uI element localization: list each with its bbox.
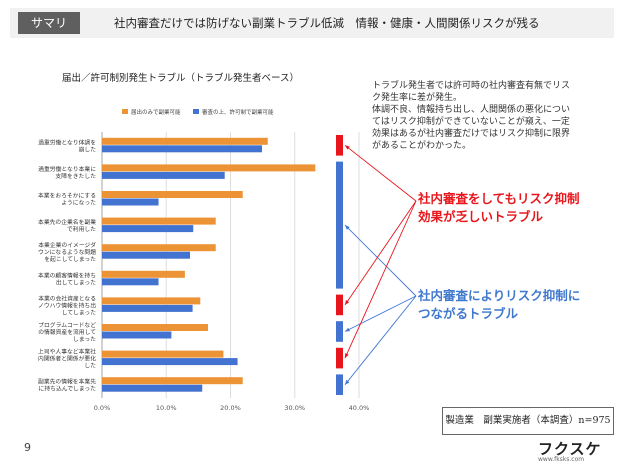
category-label: の情報資産を流用して — [38, 328, 96, 336]
blue-callout-arrow — [344, 295, 417, 385]
blue-indicator-bar — [336, 161, 343, 289]
blue-callout-arrow — [344, 295, 417, 332]
bar — [102, 164, 316, 172]
description-text: トラブル発生者では許可時の社内審査有無でリス ク発生率に差が発生。 体調不良、情… — [372, 80, 612, 152]
red-callout-line: 社内審査をしてもリスク抑制 — [418, 191, 580, 206]
description-line: てはリスク抑制ができていないことが窺え、一定 — [372, 117, 570, 127]
blue-arrow-head — [345, 327, 350, 332]
legend-swatch — [193, 109, 199, 114]
category-label: で利用した — [67, 225, 96, 233]
bar — [102, 304, 193, 312]
category-label: 本業の会社資産となる — [38, 294, 96, 302]
blue-indicator-bar — [336, 374, 343, 395]
category-label: 本業をおろそかにする — [38, 192, 96, 200]
bar — [102, 358, 238, 366]
category-label: ウンになるような問題 — [38, 248, 96, 256]
category-label: ノウハウ情報を持ち出 — [38, 301, 96, 309]
x-tick-label: 10.0% — [156, 404, 177, 412]
x-tick-label: 40.0% — [349, 404, 370, 412]
bar — [102, 377, 243, 385]
category-label: ようになった — [61, 200, 96, 207]
red-indicator-bar — [336, 294, 343, 316]
red-indicator-bar — [336, 347, 343, 369]
blue-arrow-head — [345, 225, 350, 230]
category-label: 崩した — [79, 145, 97, 153]
category-label: に持ち込んでしまった — [39, 385, 97, 393]
red-callout-line: 効果が乏しいトラブル — [418, 209, 544, 224]
bar — [102, 350, 224, 358]
red-arrow-head — [345, 145, 350, 150]
blue-indicator-bar — [336, 321, 343, 342]
description-line: トラブル発生者では許可時の社内審査有無でリス — [372, 81, 571, 91]
description-line: ク発生率に差が発生。 — [372, 93, 463, 103]
legend-label: 届出のみで副業可能 — [131, 108, 181, 116]
bar — [102, 137, 268, 145]
x-tick-label: 30.0% — [284, 404, 305, 412]
source-note: 製造業 副業実施者（本調査）n=975 — [442, 407, 614, 435]
bar — [102, 331, 172, 339]
red-arrow-head — [345, 299, 350, 305]
blue-callout-line: つながるトラブル — [418, 306, 519, 321]
red-callout: 社内審査をしてもリスク抑制 効果が乏しいトラブル — [418, 190, 580, 226]
red-callout-arrow — [344, 144, 417, 202]
description-line: があることがわかった。 — [372, 141, 472, 151]
red-callout-arrow — [344, 200, 417, 359]
category-label: しまった — [73, 336, 96, 343]
red-callout-arrow — [344, 200, 417, 306]
category-label: 本業企業のイメージダ — [38, 241, 96, 249]
chart-title: 届出／許可制別発生トラブル（トラブル発生者ベース） — [62, 73, 300, 84]
category-label: 過重労働となり体調を — [38, 138, 96, 146]
category-label: 本業の顧客情報を持ち — [38, 271, 96, 279]
category-label: 過重労働となり本業に — [38, 165, 96, 173]
legend-swatch — [122, 109, 128, 114]
bar — [102, 171, 225, 179]
blue-callout-arrow — [344, 224, 417, 297]
bar — [102, 198, 159, 206]
summary-badge: サマリ — [18, 12, 80, 34]
bar — [102, 217, 216, 225]
blue-arrow-head — [345, 379, 350, 385]
category-label: 出してしまった — [56, 278, 96, 286]
slide-title: 社内審査だけでは防げない副業トラブル低減 情報・健康・人間関係リスクが残る — [114, 16, 540, 30]
company-logo: フクスケ — [538, 440, 602, 458]
bar — [102, 145, 262, 153]
category-label: プログラムコードなど — [38, 321, 96, 329]
page-number: 9 — [24, 441, 31, 454]
bar — [102, 251, 191, 259]
category-label: してしまった — [62, 309, 97, 316]
bar — [102, 191, 243, 198]
company-url: www.fksks.com — [538, 456, 585, 463]
category-label: 内関係者と関係が悪化 — [38, 355, 96, 363]
legend-label: 審査の上、許可制で副業可能 — [202, 108, 274, 116]
category-label: 支障をきたした — [55, 172, 96, 180]
summary-header: サマリ 社内審査だけでは防げない副業トラブル低減 情報・健康・人間関係リスクが残… — [10, 8, 614, 38]
bar — [102, 324, 209, 331]
category-label: 上司や人事など本業社 — [38, 348, 96, 356]
x-tick-label: 0.0% — [94, 404, 111, 412]
bar — [102, 384, 203, 392]
description-line: 効果はあるが社内審査だけではリスク抑制に限界 — [372, 129, 571, 139]
bar — [102, 297, 201, 305]
blue-callout-line: 社内審査によりリスク抑制に — [418, 288, 581, 303]
category-label: を起こしてしまった — [44, 255, 96, 263]
x-tick-label: 20.0% — [220, 404, 241, 412]
category-label: した — [84, 363, 96, 370]
bar — [102, 278, 159, 286]
red-arrow-head — [345, 353, 349, 359]
category-label: 副業先の情報を本業先 — [38, 378, 96, 386]
bar — [102, 270, 185, 278]
bar — [102, 225, 194, 233]
category-label: 本業先の企業名を副業 — [38, 218, 96, 226]
description-line: 体調不良、情報持ち出し、人間関係の悪化につい — [372, 105, 571, 115]
blue-callout: 社内審査によりリスク抑制に つながるトラブル — [418, 287, 580, 323]
bar — [102, 244, 216, 252]
red-indicator-bar — [336, 135, 343, 156]
